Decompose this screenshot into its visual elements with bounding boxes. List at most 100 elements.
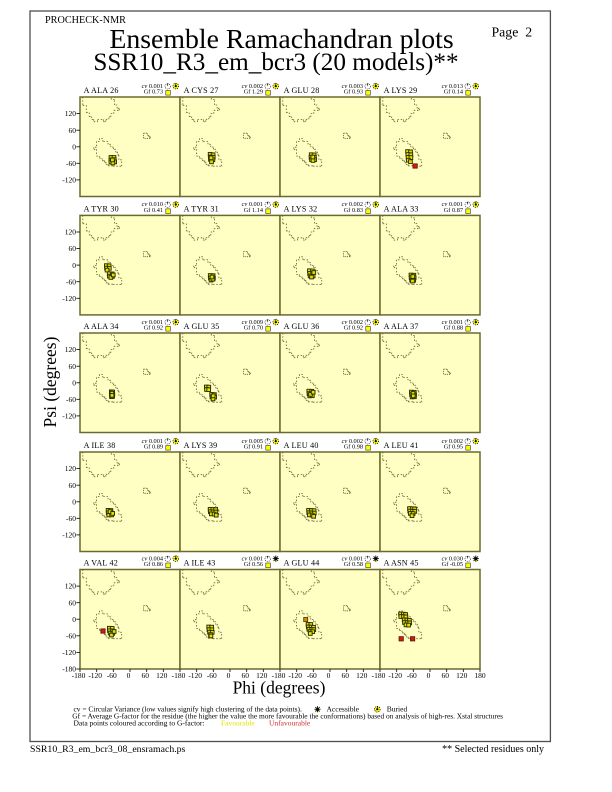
svg-text:-120: -120 bbox=[62, 531, 76, 540]
svg-text:-120: -120 bbox=[62, 176, 76, 185]
svg-text:Gf 0.93: Gf 0.93 bbox=[344, 89, 363, 96]
svg-text:-120: -120 bbox=[188, 671, 202, 680]
svg-text:cv 0.005: cv 0.005 bbox=[242, 438, 263, 445]
svg-text:-60: -60 bbox=[407, 671, 417, 680]
svg-text:A CYS 27: A CYS 27 bbox=[184, 86, 219, 95]
svg-text:Gf 0.95: Gf 0.95 bbox=[444, 444, 463, 451]
svg-text:Gf 0.88: Gf 0.88 bbox=[444, 325, 463, 332]
svg-text:0: 0 bbox=[72, 261, 76, 270]
svg-text:cv 0.003: cv 0.003 bbox=[342, 83, 363, 90]
svg-text:120: 120 bbox=[65, 109, 77, 118]
svg-text:Psi (degrees): Psi (degrees) bbox=[40, 336, 60, 427]
svg-text:60: 60 bbox=[69, 244, 77, 253]
svg-text:A ALA 26: A ALA 26 bbox=[84, 86, 119, 95]
svg-text:-60: -60 bbox=[307, 671, 317, 680]
svg-text:120: 120 bbox=[65, 345, 77, 354]
svg-text:cv 0.030: cv 0.030 bbox=[442, 555, 463, 562]
svg-text:cv 0.004: cv 0.004 bbox=[142, 555, 164, 562]
svg-text:cv 0.001: cv 0.001 bbox=[242, 201, 263, 208]
svg-text:0: 0 bbox=[72, 497, 76, 506]
svg-text:cv = Circular Variance (low va: cv = Circular Variance (low values signi… bbox=[74, 704, 303, 713]
svg-text:60: 60 bbox=[241, 671, 249, 680]
svg-text:120: 120 bbox=[65, 582, 77, 591]
svg-text:Data points coloured according: Data points coloured according to G-fact… bbox=[74, 719, 205, 728]
svg-text:cv 0.002: cv 0.002 bbox=[242, 83, 263, 90]
svg-text:PROCHECK-NMR: PROCHECK-NMR bbox=[45, 15, 126, 26]
svg-text:Phi (degrees): Phi (degrees) bbox=[233, 678, 326, 698]
svg-text:0: 0 bbox=[72, 142, 76, 151]
svg-text:A GLU 36: A GLU 36 bbox=[284, 322, 320, 331]
svg-text:cv 0.001: cv 0.001 bbox=[142, 319, 163, 326]
svg-text:A ILE 38: A ILE 38 bbox=[84, 441, 116, 450]
svg-text:A ASN 45: A ASN 45 bbox=[384, 559, 419, 568]
svg-text:Gf 0.70: Gf 0.70 bbox=[244, 325, 263, 332]
svg-text:Gf 0.91: Gf 0.91 bbox=[244, 444, 263, 451]
svg-text:-120: -120 bbox=[388, 671, 402, 680]
svg-text:-60: -60 bbox=[66, 514, 76, 523]
svg-text:A GLU 44: A GLU 44 bbox=[284, 559, 320, 568]
svg-text:Gf 1.14: Gf 1.14 bbox=[244, 207, 264, 214]
svg-text:SSR10_R3_em_bcr3 (20 models)**: SSR10_R3_em_bcr3 (20 models)** bbox=[93, 49, 458, 76]
svg-text:Gf 0.87: Gf 0.87 bbox=[444, 207, 463, 214]
svg-text:Page 2: Page 2 bbox=[492, 25, 533, 40]
svg-text:Gf 1.29: Gf 1.29 bbox=[244, 89, 263, 96]
svg-text:cv 0.002: cv 0.002 bbox=[342, 438, 363, 445]
svg-text:Gf 0.86: Gf 0.86 bbox=[144, 561, 163, 568]
svg-text:-120: -120 bbox=[62, 648, 76, 657]
svg-text:Gf 0.73: Gf 0.73 bbox=[144, 89, 163, 96]
svg-text:0: 0 bbox=[127, 671, 131, 680]
svg-text:120: 120 bbox=[65, 464, 77, 473]
svg-text:Gf 0.41: Gf 0.41 bbox=[144, 207, 163, 214]
svg-text:-180: -180 bbox=[72, 671, 86, 680]
svg-text:A LYS 29: A LYS 29 bbox=[384, 86, 418, 95]
svg-text:SSR10_R3_em_bcr3_08_ensramach.: SSR10_R3_em_bcr3_08_ensramach.ps bbox=[30, 744, 186, 755]
svg-text:0: 0 bbox=[427, 671, 431, 680]
svg-text:cv 0.001: cv 0.001 bbox=[142, 438, 163, 445]
svg-text:Ensemble Ramachandran plots: Ensemble Ramachandran plots bbox=[109, 24, 453, 55]
svg-text:0: 0 bbox=[327, 671, 331, 680]
svg-text:A LEU 41: A LEU 41 bbox=[384, 441, 419, 450]
svg-text:-60: -60 bbox=[66, 395, 76, 404]
svg-text:A LEU 40: A LEU 40 bbox=[284, 441, 319, 450]
svg-text:A LYS 32: A LYS 32 bbox=[284, 204, 318, 213]
svg-text:120: 120 bbox=[156, 671, 168, 680]
svg-text:0: 0 bbox=[72, 378, 76, 387]
svg-text:60: 60 bbox=[141, 671, 149, 680]
svg-text:Gf = Average G-factor for the: Gf = Average G-factor for the residue (t… bbox=[72, 712, 503, 721]
svg-text:60: 60 bbox=[69, 126, 77, 135]
svg-text:Gf 0.83: Gf 0.83 bbox=[344, 207, 363, 214]
svg-text:cv 0.010: cv 0.010 bbox=[142, 201, 163, 208]
svg-text:-60: -60 bbox=[66, 277, 76, 286]
svg-text:60: 60 bbox=[69, 362, 77, 371]
svg-text:60: 60 bbox=[69, 598, 77, 607]
svg-text:-60: -60 bbox=[66, 631, 76, 640]
svg-text:A TYR 30: A TYR 30 bbox=[84, 204, 119, 213]
svg-text:120: 120 bbox=[456, 671, 468, 680]
svg-text:60: 60 bbox=[441, 671, 449, 680]
svg-text:Favourable: Favourable bbox=[221, 719, 255, 728]
svg-text:Unfavourable: Unfavourable bbox=[269, 719, 311, 728]
svg-text:** Selected residues only: ** Selected residues only bbox=[442, 744, 544, 755]
svg-text:cv 0.002: cv 0.002 bbox=[342, 201, 363, 208]
svg-text:cv 0.001: cv 0.001 bbox=[442, 201, 463, 208]
svg-text:cv 0.001: cv 0.001 bbox=[242, 555, 263, 562]
svg-text:Gf 0.92: Gf 0.92 bbox=[144, 325, 163, 332]
svg-text:cv 0.002: cv 0.002 bbox=[342, 319, 363, 326]
svg-text:cv 0.001: cv 0.001 bbox=[442, 319, 463, 326]
svg-text:cv 0.001: cv 0.001 bbox=[142, 83, 163, 90]
svg-text:cv 0.001: cv 0.001 bbox=[342, 555, 363, 562]
svg-text:A ALA 37: A ALA 37 bbox=[384, 322, 419, 331]
svg-text:-60: -60 bbox=[107, 671, 117, 680]
svg-text:120: 120 bbox=[256, 671, 268, 680]
svg-text:-120: -120 bbox=[62, 294, 76, 303]
svg-text:-180: -180 bbox=[172, 671, 186, 680]
svg-text:180: 180 bbox=[474, 671, 486, 680]
svg-text:A ILE 43: A ILE 43 bbox=[184, 559, 216, 568]
svg-text:A LYS 39: A LYS 39 bbox=[184, 441, 218, 450]
svg-text:A ALA 33: A ALA 33 bbox=[384, 204, 419, 213]
svg-text:cv 0.009: cv 0.009 bbox=[242, 319, 263, 326]
svg-text:-180: -180 bbox=[372, 671, 386, 680]
svg-text:cv 0.002: cv 0.002 bbox=[442, 438, 463, 445]
svg-text:-60: -60 bbox=[66, 159, 76, 168]
svg-text:60: 60 bbox=[341, 671, 349, 680]
